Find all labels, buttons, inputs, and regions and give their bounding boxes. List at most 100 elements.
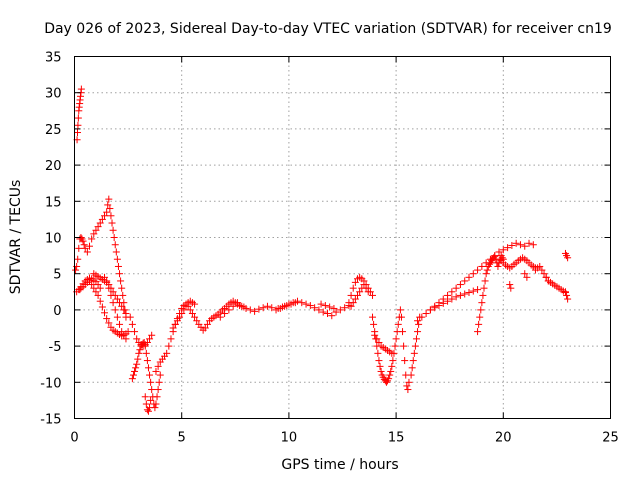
data-point [332,308,340,316]
x-tick-label: 10 [281,431,298,446]
data-point [155,378,163,386]
data-point [494,262,502,270]
data-point [479,291,487,299]
data-point [72,266,80,274]
data-point [96,297,104,305]
data-point [83,248,91,256]
data-point [134,355,142,363]
data-point [259,304,267,312]
data-point [255,305,263,313]
data-point [391,342,399,350]
data-point [461,277,469,285]
data-point [88,235,96,243]
data-point [107,212,115,220]
data-point [396,306,404,314]
data-point [216,313,224,321]
data-point [178,310,186,318]
data-point [131,367,139,375]
data-point [147,378,155,386]
data-point [377,367,385,375]
data-point [110,234,118,241]
data-point [191,300,199,308]
data-point [169,324,177,332]
data-point [407,371,415,379]
data-point [478,299,486,307]
data-point [96,219,104,227]
data-point [116,299,124,307]
data-point [418,313,426,321]
data-point [246,306,254,314]
data-point [341,304,349,312]
data-point [480,284,488,292]
data-point [105,284,113,292]
data-point [506,281,514,289]
data-point [144,364,152,372]
data-point [516,241,524,249]
data-point [388,349,396,357]
data-point [117,277,125,285]
data-point [435,302,443,310]
data-point [448,295,456,303]
data-point [306,302,314,310]
data-point [163,349,171,357]
data-point [111,241,119,249]
data-point [474,266,482,274]
data-point [113,255,121,263]
data-point [147,396,155,404]
data-point [171,320,179,328]
data-point [369,291,377,299]
data-point [431,304,439,312]
data-point [373,335,381,343]
data-point [182,302,190,310]
data-point [268,304,276,312]
x-tick-label: 0 [70,431,78,446]
data-point [92,226,100,234]
y-axis-title: SDTVAR / TECUs [8,180,24,295]
axis-ticks [74,56,611,419]
y-tick-label: 20 [45,159,62,174]
data-point [154,362,162,370]
data-point [456,281,464,289]
data-point [105,195,113,203]
data-point [74,121,82,129]
data-point [371,331,379,339]
data-point [94,291,102,299]
data-point [394,320,402,328]
data-point [399,328,407,336]
data-point [422,310,430,318]
data-point [77,85,85,93]
data-point [133,335,141,343]
data-point [131,328,139,336]
data-point [461,290,469,298]
data-point [323,310,331,318]
data-point [415,320,423,328]
data-point [283,302,291,310]
data-point [75,244,83,252]
data-point [107,291,115,299]
grid-lines [74,56,611,419]
data-point [104,201,112,209]
data-point [229,302,237,310]
data-point [411,342,419,350]
data-point [80,241,88,249]
data-point [401,357,409,365]
data-point [491,252,499,260]
data-point [173,317,181,325]
data-point [167,335,175,343]
data-point [388,362,396,370]
data-point [74,255,82,263]
data-point [221,310,229,318]
data-point [120,306,128,314]
data-point [103,208,111,216]
data-point [103,277,111,285]
data-point [76,286,84,294]
data-point [523,273,531,281]
data-point [146,371,154,379]
data-point [529,241,537,249]
data-points [72,85,572,415]
data-point [129,371,137,379]
x-tick-label: 20 [495,431,512,446]
data-point [113,313,121,321]
data-point [146,335,154,343]
